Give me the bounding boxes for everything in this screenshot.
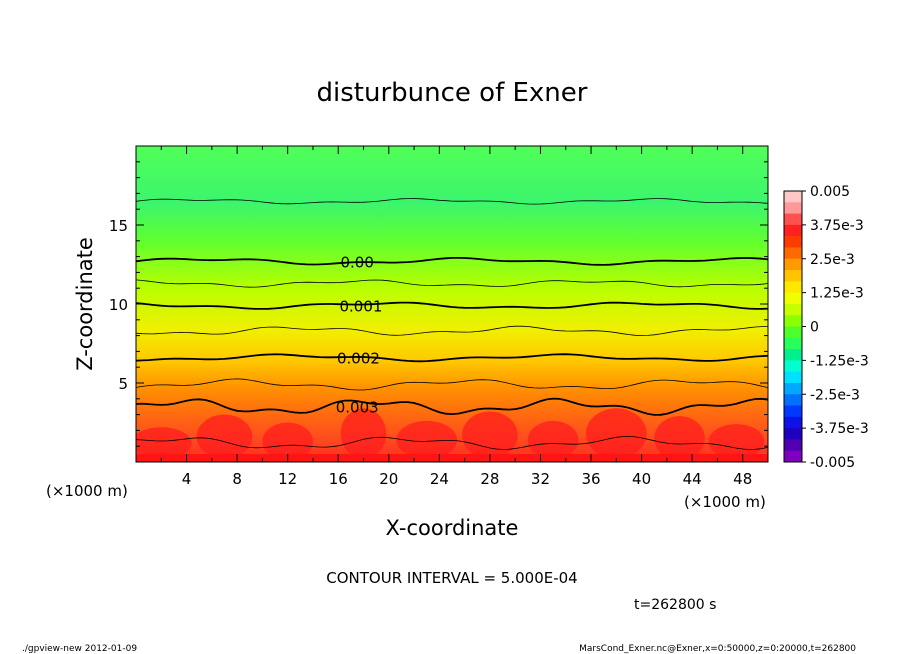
contour-interval-note: CONTOUR INTERVAL = 5.000E-04 <box>326 569 577 587</box>
x-tick-label: 48 <box>733 470 752 488</box>
contour-label: 0.00 <box>340 253 373 271</box>
y-axis-label: Z-coordinate <box>73 237 97 371</box>
colorbar-swatch <box>784 450 802 463</box>
colorbar-swatch <box>784 292 802 305</box>
colorbar-swatch <box>784 281 802 294</box>
contour-label: 0.002 <box>337 350 380 368</box>
colorbar-swatch <box>784 224 802 237</box>
x-tick-label: 28 <box>480 470 499 488</box>
minor-contour-line <box>136 378 768 391</box>
major-contour-line <box>136 353 768 363</box>
colorbar-swatch <box>784 303 802 316</box>
colorbar-swatch <box>784 428 802 440</box>
ground-layer <box>136 454 768 462</box>
minor-contour-line <box>136 279 768 288</box>
field-blob <box>396 420 458 459</box>
x-tick-label: 36 <box>581 470 600 488</box>
major-contour-line <box>136 257 768 266</box>
x-tick-label: 44 <box>683 470 702 488</box>
colorbar-swatch <box>784 405 802 418</box>
y-tick-label: 10 <box>109 296 128 314</box>
footer-right: MarsCond_Exner.nc@Exner,x=0:50000,z=0:20… <box>579 644 856 654</box>
colorbar-swatch <box>784 236 802 248</box>
colorbar-swatch <box>784 247 802 260</box>
field-blob <box>340 408 387 459</box>
x-tick-label: 32 <box>531 470 550 488</box>
major-contours <box>136 257 768 416</box>
colorbar-label: 0 <box>810 320 819 336</box>
colorbar-label: 0.005 <box>810 184 850 200</box>
colorbar-swatch <box>784 191 802 203</box>
x-tick-label: 20 <box>379 470 398 488</box>
field-blob <box>527 420 579 459</box>
colorbar-swatch <box>784 337 802 350</box>
x-tick-label: 8 <box>232 470 242 488</box>
field-blob <box>462 411 518 459</box>
colorbar-label: 3.75e-3 <box>810 218 864 234</box>
colorbar-label: 1.25e-3 <box>810 286 864 302</box>
x-tick-labels: 4 8 12 16 20 24 28 32 36 40 44 48 <box>182 470 752 488</box>
x-tick-label: 4 <box>182 470 192 488</box>
footer-left: ./gpview-new 2012-01-09 <box>22 644 137 654</box>
field-blob <box>196 414 253 459</box>
field-blob <box>262 422 313 461</box>
colorbar-swatch <box>784 382 802 395</box>
field-blob <box>654 416 705 461</box>
x-axis-label: X-coordinate <box>386 516 519 540</box>
contour-label: 0.003 <box>336 399 379 417</box>
field-blob <box>708 424 765 459</box>
field-structures <box>136 408 768 462</box>
minor-contours <box>136 198 768 450</box>
x-unit-right: (×1000 m) <box>684 493 766 511</box>
colorbar-label: 2.5e-3 <box>810 252 855 268</box>
x-tick-label: 40 <box>632 470 651 488</box>
x-unit-left: (×1000 m) <box>46 482 128 500</box>
y-tick-labels: 5 10 15 <box>109 217 128 393</box>
colorbar-swatch <box>784 213 802 226</box>
colorbar-swatch <box>784 394 802 407</box>
colorbar-label: -0.005 <box>810 455 855 471</box>
y-tick-label: 15 <box>109 217 128 235</box>
minor-contour-line <box>136 198 768 205</box>
chart-title: disturbunce of Exner <box>317 78 588 108</box>
colorbar-swatch <box>784 371 802 384</box>
colorbar-swatch <box>784 270 802 282</box>
colorbar-swatch <box>784 439 802 452</box>
colorbar-swatch <box>784 360 802 373</box>
field-blob <box>585 408 647 459</box>
colorbar <box>783 190 806 463</box>
colorbar-swatch <box>784 326 802 339</box>
contour-labels: 0.00 0.001 0.002 0.003 <box>336 253 383 416</box>
time-stamp: t=262800 s <box>634 597 716 613</box>
major-contour-line <box>136 397 768 416</box>
major-contour-line <box>136 301 768 310</box>
x-tick-label: 24 <box>430 470 449 488</box>
colorbar-label: -1.25e-3 <box>810 353 869 369</box>
colorbar-label: -2.5e-3 <box>810 387 860 403</box>
x-tick-label: 16 <box>329 470 348 488</box>
colorbar-swatch <box>784 416 802 429</box>
contour-label: 0.001 <box>340 298 383 316</box>
x-tick-label: 12 <box>278 470 297 488</box>
colorbar-swatch <box>784 258 802 271</box>
plot-area: 0.00 0.001 0.002 0.003 <box>135 145 769 463</box>
colorbar-swatch <box>784 315 802 327</box>
colorbar-labels: 0.005 3.75e-3 2.5e-3 1.25e-3 0 -1.25e-3 -2.5e-… <box>810 184 869 471</box>
colorbar-swatch <box>784 202 802 215</box>
field-blob <box>136 427 192 459</box>
axis-ticks <box>136 146 768 462</box>
colorbar-label: -3.75e-3 <box>810 421 869 437</box>
minor-contour-line <box>136 325 768 336</box>
colorbar-swatch <box>784 349 802 361</box>
minor-contour-line <box>136 435 768 450</box>
y-tick-label: 5 <box>118 375 128 393</box>
